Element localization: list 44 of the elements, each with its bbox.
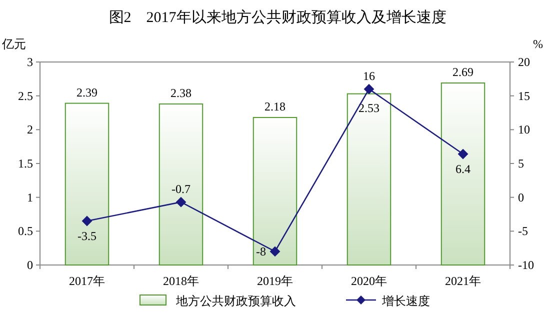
data-label: 2.38 (170, 86, 192, 100)
data-label: 2.39 (76, 85, 98, 100)
data-label: 16 (363, 69, 375, 84)
y2-tick-label: 10 (518, 122, 530, 137)
y-tick-label: 2.5 (18, 88, 33, 103)
x-tick-label: 2020年 (351, 274, 387, 288)
y2-tick-label: 5 (518, 156, 524, 170)
y-tick-label: 1.5 (18, 156, 33, 170)
data-label: -8 (256, 244, 266, 258)
data-label: 6.4 (456, 162, 470, 176)
y-tick-label: 1 (27, 190, 33, 204)
y-tick-label: 3 (27, 55, 33, 69)
y2-tick-label: -10 (518, 258, 534, 272)
y2-tick-label: 15 (518, 88, 530, 103)
y2-tick-label: 0 (518, 190, 524, 204)
bar (64, 102, 110, 266)
x-tick-label: 2021年 (445, 274, 481, 288)
point (176, 197, 186, 208)
y-tick-label: 2 (27, 122, 33, 137)
legend-label: 地方公共财政预算收入 (175, 294, 296, 308)
y2-tick-label: -5 (518, 224, 528, 238)
x-tick-label: 2019年 (257, 274, 293, 288)
y-tick-label: 0.5 (18, 224, 33, 238)
data-label: -3.5 (78, 229, 96, 244)
y-tick-label: 0 (27, 258, 33, 272)
point (270, 246, 280, 256)
data-label: -0.7 (172, 182, 190, 196)
point (364, 84, 374, 94)
data-label: 2.69 (452, 64, 474, 79)
data-label: 2.18 (264, 99, 286, 114)
bar (252, 116, 298, 266)
point (82, 216, 92, 226)
data-label: 2.53 (358, 100, 380, 115)
legend-label: 增长速度 (381, 294, 430, 308)
bar (440, 82, 486, 266)
chart-title: 图2 2017年以来地方公共财政预算收入及增长速度 (108, 9, 446, 26)
x-tick-label: 2018年 (163, 274, 199, 288)
bar (158, 103, 204, 266)
y-axis-title: 亿元 (1, 37, 26, 51)
x-tick-label: 2017年 (69, 274, 105, 288)
y2-axis-title: % (533, 37, 543, 51)
bar (346, 93, 392, 266)
y2-tick-label: 20 (518, 55, 530, 69)
point (458, 149, 468, 160)
